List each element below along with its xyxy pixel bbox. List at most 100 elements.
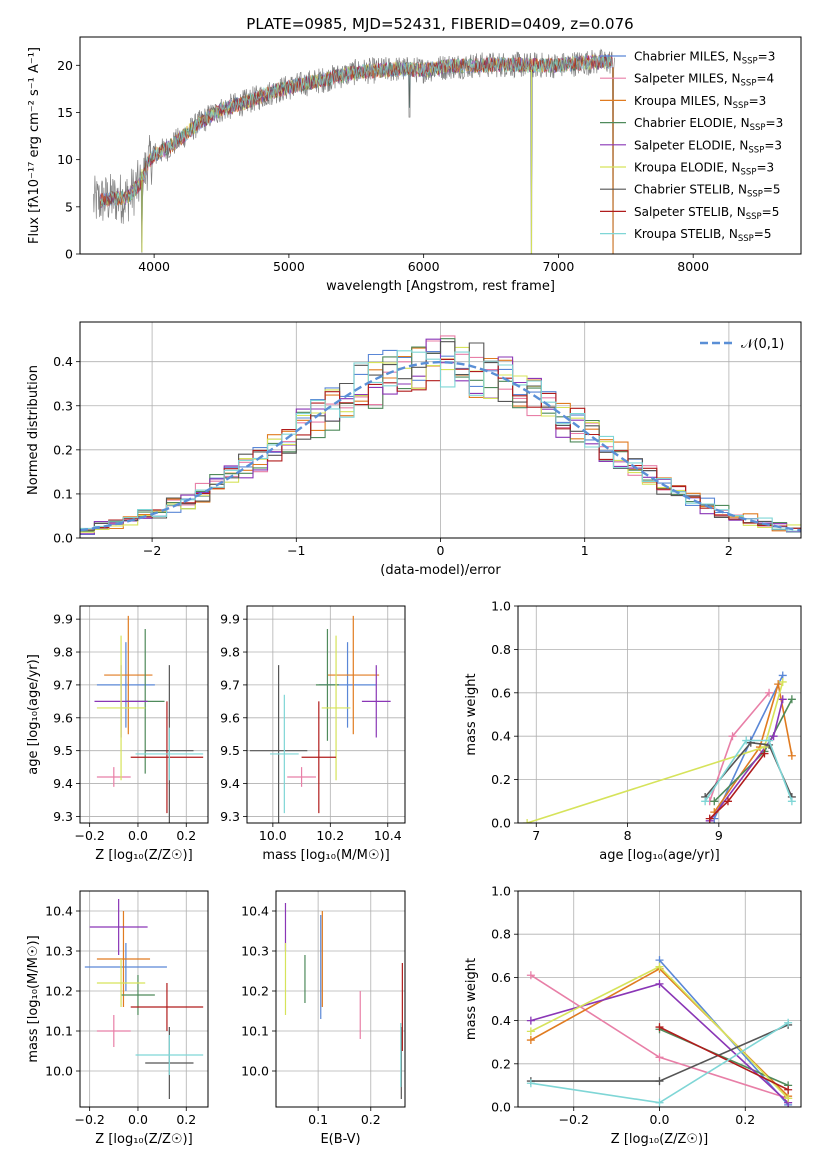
mass-vs-ebv-panel: 0.1 0.2 10.0 10.1 10.2 10.3 10.4 E(B-V) [241,890,406,1147]
legend-value: =3 [756,161,774,175]
errorbar [96,642,155,728]
series-line [659,1026,789,1091]
y-tick-label: 10 [57,152,73,167]
legend-text: Salpeter ELODIE, N [634,138,748,152]
residuals-plot-area [80,335,801,536]
legend-label: Salpeter ELODIE, NSSP=3 [634,138,782,155]
legend-text: Salpeter MILES, N [634,72,741,86]
y-tick-label: 9.8 [53,645,73,660]
series-marker [655,1098,664,1107]
y-tick-label: 0.0 [53,531,73,546]
errorbar [96,767,131,787]
y-tick-label: 9.5 [220,743,240,758]
x-axis-label: age [log₁₀(age/yr)] [599,848,720,863]
errorbar [135,727,204,781]
series-marker [526,971,535,980]
y-tick-label: 10.1 [45,1024,73,1039]
weight-vs-z-panel: −0.2 0.0 0.2 0.0 0.2 0.4 0.6 0.8 1.0 Z [log₁₀(Z/Z… [464,884,802,1147]
legend-text: Chabrier MILES, N [634,50,742,64]
series-marker [523,819,532,823]
series-marker [723,797,732,806]
errorbar [327,615,380,735]
errorbar [301,701,337,814]
series-marker [765,688,774,697]
y-tick-label: 15 [57,105,73,120]
x-tick-label: 0.0 [128,828,148,843]
legend-subscript: SSP [747,190,763,200]
figure-title: PLATE=0985, MJD=52431, FIBERID=0409, z=0… [246,15,633,33]
spectrum-model-line [100,54,613,208]
legend-text: Kroupa MILES, N [634,94,733,108]
series-marker [787,695,796,704]
legend-value: =5 [763,183,781,197]
legend-label: Chabrier MILES, NSSP=3 [634,50,775,67]
series-line [659,1028,789,1087]
y-tick-label: 10.1 [241,1024,269,1039]
legend-text: Kroupa ELODIE, N [634,161,741,175]
legend-label: Chabrier STELIB, NSSP=5 [634,183,781,200]
age-vs-z-plot-area [94,615,204,823]
series-marker [778,695,787,704]
axes-frame [275,890,406,1108]
y-tick-label: 9.3 [53,809,73,824]
series-marker [769,732,778,741]
y-tick-label: 9.7 [220,677,240,692]
spectrum-model-line [99,55,613,245]
axes-frame [79,321,802,539]
y-tick-label: 0.4 [491,1013,511,1028]
y-axis-label: Flux [fλ10⁻¹⁷ erg cm⁻² s⁻¹ A⁻¹] [27,47,42,244]
y-tick-label: 0.3 [53,398,73,413]
legend-subscript: SSP [733,101,749,111]
series-marker [728,732,737,741]
legend-value: =3 [749,94,767,108]
legend-subscript: SSP [738,234,754,244]
axes-frame [79,605,209,824]
mass-vs-ebv-plot-area [284,903,403,1099]
x-tick-label: 0.1 [308,1112,328,1127]
x-tick-label: 0.2 [361,1112,381,1127]
errorbar [315,629,339,741]
y-tick-label: 0.2 [491,1056,511,1071]
series-marker [765,736,774,745]
x-tick-label: 0.2 [176,828,196,843]
gaussian-curve [80,360,801,532]
series-marker [526,1079,535,1088]
series-marker [526,1036,535,1045]
legend-label: 𝒩(0,1) [741,337,784,352]
y-tick-label: 1.0 [491,599,511,614]
errorbar [321,635,351,781]
y-tick-label: 9.5 [53,743,73,758]
legend-label: Kroupa ELODIE, NSSP=3 [634,161,774,178]
legend-value: =3 [758,50,776,64]
series-marker [526,1016,535,1025]
y-tick-label: 10.4 [45,904,73,919]
weight-vs-age-panel: 7 8 9 0.0 0.2 0.4 0.6 0.8 1.0 age [log₁₀(age/yr)]… [464,599,802,863]
x-tick-label: −0.2 [559,1112,589,1127]
weight-vs-z-plot-area [526,956,793,1107]
legend-subscript: SSP [741,79,757,89]
y-tick-label: 20 [57,58,73,73]
errorbar [84,943,167,991]
weight-vs-age-plot-area [523,671,796,823]
y-tick-label: 9.4 [53,776,73,791]
errorbar [96,1015,131,1047]
spectrum-panel: 4000 5000 6000 7000 8000 0 5 10 15 20 wavelength [… [27,36,802,294]
x-tick-label: 10.4 [374,828,402,843]
errorbar [135,1035,204,1075]
x-tick-label: 0.2 [735,1112,755,1127]
x-tick-label: 4000 [138,259,170,274]
series-marker [526,1027,535,1036]
y-tick-label: 0.0 [491,1100,511,1115]
axes-frame [79,890,209,1108]
y-tick-label: 0.2 [491,772,511,787]
errorbar [130,701,204,814]
x-tick-label: 0 [437,543,445,558]
legend-text: Kroupa STELIB, N [634,227,738,241]
x-tick-label: 1 [581,543,589,558]
legend-label: Kroupa MILES, NSSP=3 [634,94,766,111]
series-marker [778,677,787,686]
legend-value: =4 [756,72,774,86]
x-tick-label: 0.2 [176,1112,196,1127]
errorbar [96,911,151,1007]
x-tick-label: 7000 [543,259,575,274]
